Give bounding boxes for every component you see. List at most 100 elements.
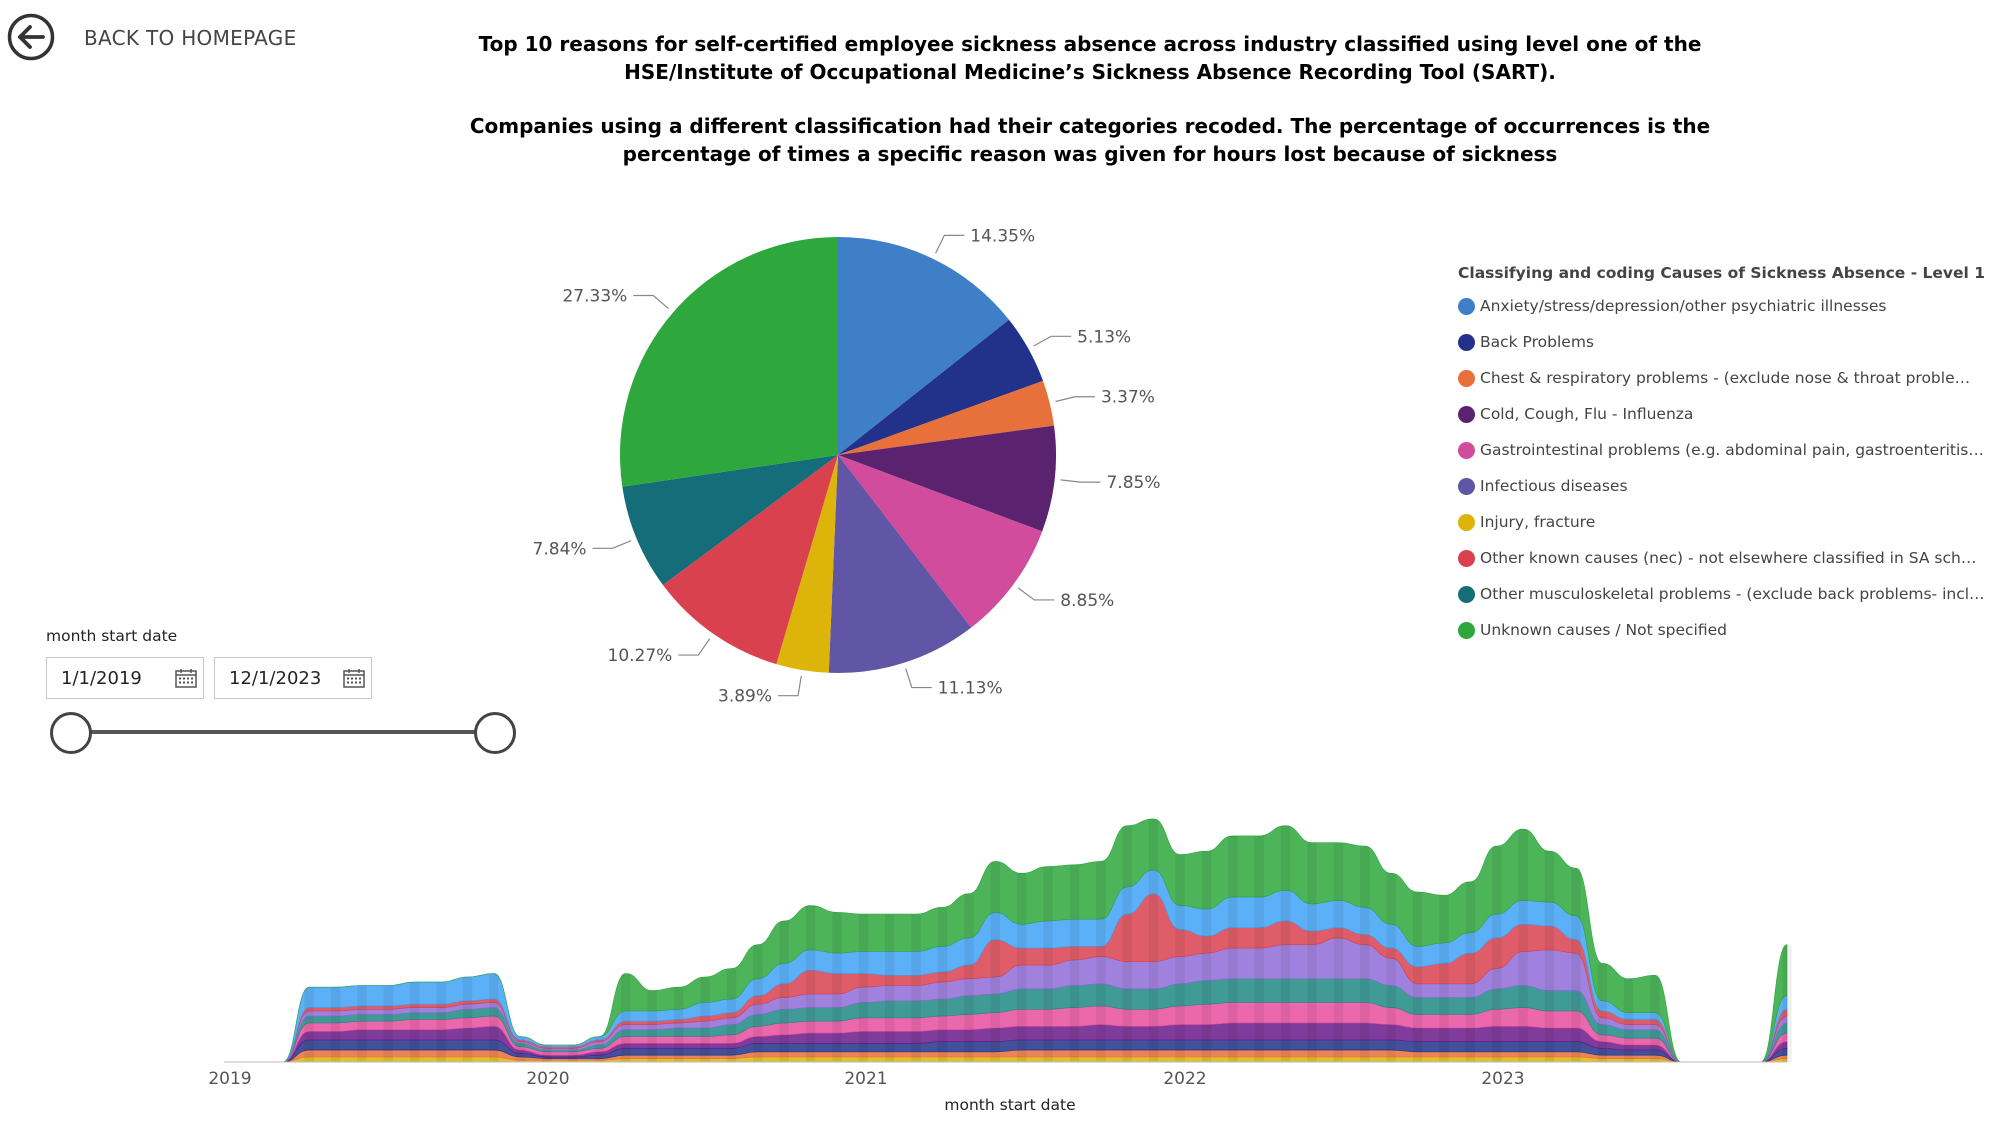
pie-leader-line bbox=[1017, 587, 1055, 601]
legend-item-label: Cold, Cough, Flu - Influenza bbox=[1480, 405, 1694, 423]
pie-data-label: 11.13% bbox=[938, 679, 1003, 699]
area-month-stripe bbox=[330, 987, 341, 1062]
area-month-stripe bbox=[779, 920, 789, 1062]
legend-item-label: Injury, fracture bbox=[1480, 513, 1596, 531]
area-month-stripe bbox=[1175, 854, 1185, 1062]
area-month-stripe bbox=[1333, 842, 1344, 1062]
area-month-stripe bbox=[568, 1045, 578, 1062]
pie-slice[interactable] bbox=[838, 455, 1043, 628]
legend-item[interactable]: Infectious diseases bbox=[1458, 468, 1998, 504]
calendar-icon[interactable] bbox=[175, 668, 197, 688]
area-month-stripe bbox=[489, 973, 499, 1062]
area-series[interactable] bbox=[230, 869, 1788, 1063]
area-month-stripe bbox=[1254, 835, 1264, 1062]
area-month-stripe bbox=[1518, 829, 1528, 1062]
pie-slice[interactable] bbox=[662, 455, 838, 665]
legend-color-dot bbox=[1458, 621, 1475, 639]
pie-leader-line bbox=[1033, 335, 1072, 347]
area-month-stripe bbox=[1122, 825, 1133, 1062]
area-month-stripe bbox=[357, 985, 367, 1062]
back-button[interactable] bbox=[6, 12, 56, 62]
legend-item[interactable]: Other known causes (nec) - not elsewhere… bbox=[1458, 540, 1998, 576]
pie-chart: 14.35% 5.13% 3.37% 7.85% 8.85% 11.13% 3.89% 10.… bbox=[533, 226, 1161, 706]
legend-item[interactable]: Other musculoskeletal problems - (exclud… bbox=[1458, 576, 1998, 612]
area-month-stripe bbox=[1491, 846, 1502, 1062]
area-series[interactable] bbox=[230, 1002, 1788, 1063]
legend-items: Anxiety/stress/depression/other psychiat… bbox=[1458, 288, 1998, 648]
area-month-stripe bbox=[911, 914, 921, 1062]
x-tick-label: 2022 bbox=[1163, 1069, 1206, 1089]
area-month-stripe bbox=[647, 990, 657, 1062]
area-month-stripe bbox=[805, 905, 816, 1062]
end-date-input[interactable]: 12/1/2023 bbox=[214, 657, 372, 699]
area-month-stripe bbox=[621, 973, 631, 1062]
legend-item[interactable]: Chest & respiratory problems - (exclude … bbox=[1458, 360, 1998, 396]
pie-leader-line bbox=[633, 294, 669, 310]
area-month-stripe bbox=[1439, 895, 1449, 1062]
area-series[interactable] bbox=[230, 818, 1788, 1063]
pie-slice[interactable] bbox=[838, 319, 1044, 455]
legend-item[interactable]: Unknown causes / Not specified bbox=[1458, 612, 1998, 648]
legend-item[interactable]: Gastrointestinal problems (e.g. abdomina… bbox=[1458, 432, 1998, 468]
area-month-stripe bbox=[1201, 851, 1212, 1062]
area-month-stripe bbox=[937, 907, 948, 1062]
area-month-stripe bbox=[462, 977, 473, 1062]
pie-leader-line bbox=[592, 540, 632, 549]
area-series[interactable] bbox=[230, 893, 1788, 1063]
area-month-stripe bbox=[1623, 978, 1634, 1062]
back-to-homepage-link[interactable]: BACK TO HOMEPAGE bbox=[84, 26, 297, 50]
area-month-stripe bbox=[383, 985, 394, 1062]
pie-slice[interactable] bbox=[776, 455, 838, 673]
area-month-stripe bbox=[1148, 818, 1159, 1062]
legend-item-label: Unknown causes / Not specified bbox=[1480, 621, 1727, 639]
legend-item[interactable]: Back Problems bbox=[1458, 324, 1998, 360]
calendar-icon[interactable] bbox=[343, 668, 365, 688]
x-axis-title: month start date bbox=[944, 1096, 1075, 1114]
area-month-stripe bbox=[515, 1036, 526, 1062]
pie-slice[interactable] bbox=[838, 237, 1009, 455]
pie-leader-line bbox=[1060, 479, 1101, 483]
legend-item[interactable]: Cold, Cough, Flu - Influenza bbox=[1458, 396, 1998, 432]
area-series[interactable] bbox=[230, 1056, 1788, 1063]
area-month-stripe bbox=[858, 914, 869, 1062]
area-series[interactable] bbox=[230, 978, 1788, 1063]
area-month-stripe bbox=[1069, 864, 1080, 1062]
x-tick-label: 2021 bbox=[844, 1069, 887, 1089]
pie-slice[interactable] bbox=[620, 237, 838, 487]
pie-leader-line bbox=[778, 675, 802, 697]
area-month-stripe bbox=[1597, 963, 1608, 1062]
area-series[interactable] bbox=[230, 937, 1788, 1063]
slider-end-handle[interactable] bbox=[474, 712, 516, 754]
pie-slice[interactable] bbox=[838, 425, 1056, 532]
legend-item[interactable]: Anxiety/stress/depression/other psychiat… bbox=[1458, 288, 1998, 324]
area-month-stripe bbox=[1571, 868, 1581, 1062]
area-month-stripe bbox=[1096, 861, 1106, 1062]
area-series[interactable] bbox=[230, 1039, 1788, 1063]
area-month-stripe bbox=[726, 968, 737, 1062]
legend-item[interactable]: Injury, fracture bbox=[1458, 504, 1998, 540]
back-arrow-icon[interactable] bbox=[6, 12, 56, 62]
pie-slice[interactable] bbox=[838, 380, 1055, 455]
end-date-value: 12/1/2023 bbox=[229, 668, 322, 689]
legend-item-label: Chest & respiratory problems - (exclude … bbox=[1480, 369, 1985, 387]
date-range-slider[interactable] bbox=[50, 712, 516, 754]
legend-item-label: Infectious diseases bbox=[1480, 477, 1628, 495]
area-month-stripe bbox=[594, 1036, 605, 1062]
legend-item-label: Anxiety/stress/depression/other psychiat… bbox=[1480, 297, 1887, 315]
pie-data-label: 27.33% bbox=[562, 287, 627, 307]
area-month-stripe bbox=[1228, 835, 1238, 1062]
area-month-stripe bbox=[832, 912, 842, 1062]
start-date-input[interactable]: 1/1/2019 bbox=[46, 657, 204, 699]
legend-item-label: Back Problems bbox=[1480, 333, 1595, 351]
area-month-stripe bbox=[1360, 846, 1370, 1062]
report-subtitle: Companies using a different classificati… bbox=[469, 114, 1711, 166]
start-date-value: 1/1/2019 bbox=[61, 668, 142, 689]
area-series[interactable] bbox=[230, 1022, 1788, 1063]
pie-slice[interactable] bbox=[828, 455, 972, 673]
legend-color-dot bbox=[1458, 333, 1475, 351]
slider-track[interactable] bbox=[70, 730, 490, 734]
slider-start-handle[interactable] bbox=[50, 712, 92, 754]
legend-title: Classifying and coding Causes of Sicknes… bbox=[1458, 264, 1986, 282]
area-series[interactable] bbox=[230, 1049, 1788, 1063]
pie-slice[interactable] bbox=[622, 455, 838, 585]
